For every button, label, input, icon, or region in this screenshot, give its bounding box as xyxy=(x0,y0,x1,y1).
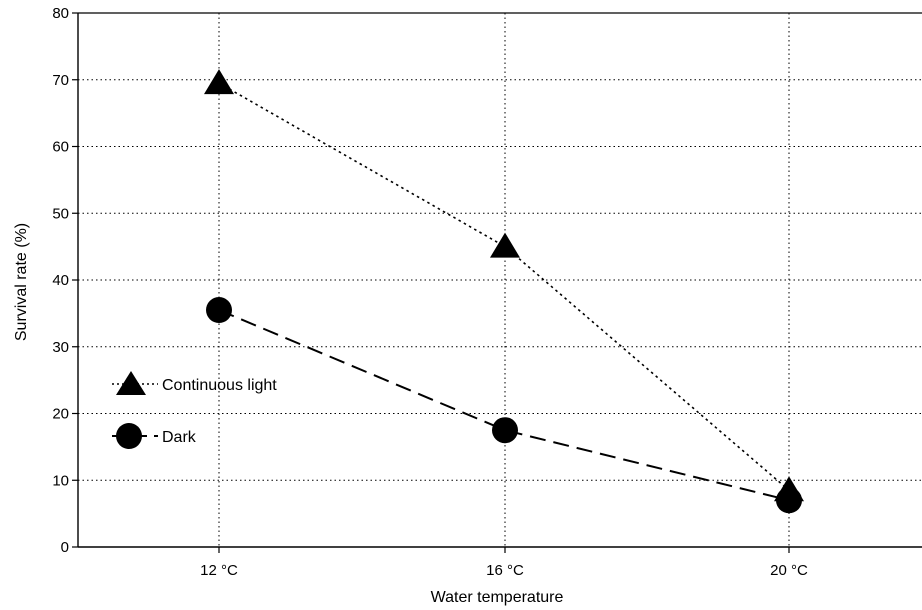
legend-label-dark: Dark xyxy=(162,429,197,446)
marker-dark-0 xyxy=(206,297,232,324)
series-lines xyxy=(218,82,790,502)
y-tick-label: 10 xyxy=(52,472,69,489)
x-ticks: 12 °C 16 °C 20 °C xyxy=(200,547,808,579)
y-tick-label: 60 xyxy=(52,139,69,156)
marker-dark-1 xyxy=(492,417,518,444)
y-tick-label: 20 xyxy=(52,406,69,423)
x-axis-title: Water temperature xyxy=(431,589,564,606)
y-axis-title: Survival rate (%) xyxy=(13,223,30,341)
x-tick-label: 16 °C xyxy=(486,562,524,579)
legend: Continuous light Dark xyxy=(112,371,277,449)
y-ticks: 0 10 20 30 40 50 60 70 80 xyxy=(52,5,78,556)
x-tick-label: 20 °C xyxy=(770,562,808,579)
legend-triangle-marker xyxy=(116,371,146,395)
legend-item-continuous-light: Continuous light xyxy=(112,371,277,395)
marker-dark-2 xyxy=(776,487,802,514)
series-markers xyxy=(204,69,804,514)
legend-circle-marker xyxy=(116,423,142,449)
y-tick-label: 0 xyxy=(61,539,69,556)
series-line-dark xyxy=(218,309,790,502)
y-tick-label: 30 xyxy=(52,339,69,356)
y-tick-label: 40 xyxy=(52,272,69,289)
legend-label-continuous-light: Continuous light xyxy=(162,377,277,394)
y-tick-label: 50 xyxy=(52,205,69,222)
marker-continuous-light-1 xyxy=(490,232,520,258)
y-tick-label: 80 xyxy=(52,5,69,22)
legend-item-dark: Dark xyxy=(112,423,197,449)
series-line-continuous-light xyxy=(218,82,790,491)
marker-continuous-light-0 xyxy=(204,69,234,95)
y-tick-label: 70 xyxy=(52,72,69,89)
x-tick-label: 12 °C xyxy=(200,562,238,579)
